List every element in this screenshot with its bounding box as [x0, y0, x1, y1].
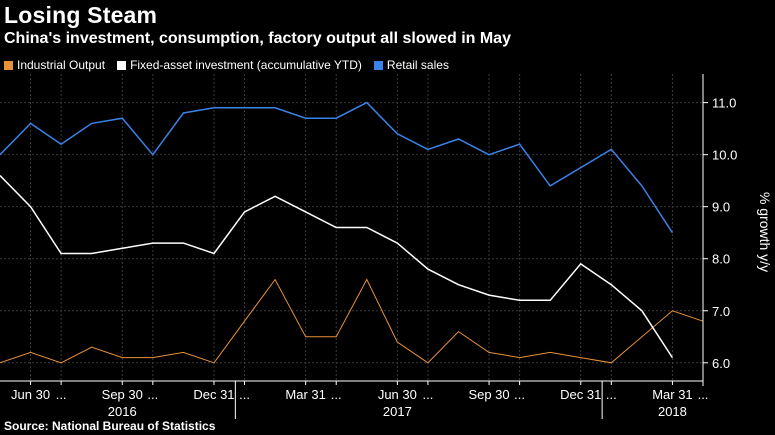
y-tick-label: 9.0 — [712, 200, 730, 215]
series-lines — [0, 101, 704, 364]
y-tick-label: 8.0 — [712, 252, 730, 267]
x-tick-label: ... — [698, 387, 709, 402]
x-tick-label: Jun 30 — [378, 387, 417, 402]
legend-item-industrial-output: Industrial Output — [4, 58, 105, 72]
y-tick-label: 11.0 — [712, 96, 736, 111]
legend-label-fixed-asset-investment: Fixed-asset investment (accumulative YTD… — [130, 58, 362, 72]
legend-item-retail-sales: Retail sales — [373, 58, 449, 72]
legend: Industrial Output Fixed-asset investment… — [4, 58, 449, 72]
x-tick-label: Mar 31 — [285, 387, 325, 402]
gridlines — [0, 74, 704, 381]
x-tick-label: ... — [422, 387, 433, 402]
x-tick-label: Sep 30 — [468, 387, 509, 402]
y-axis-label: % growth y/y — [757, 192, 773, 272]
x-tick-label: ... — [56, 387, 67, 402]
series-line-fixed-asset-investment-accumulative-ytd — [0, 174, 674, 359]
y-tick-label: 7.0 — [712, 304, 730, 319]
y-tick-label: 6.0 — [712, 356, 730, 371]
legend-swatch-retail-sales — [373, 60, 383, 70]
x-tick-label: Jun 30 — [11, 387, 50, 402]
year-label: 2018 — [658, 404, 687, 419]
legend-swatch-fixed-asset-investment — [117, 60, 127, 70]
x-tick-label: ... — [239, 387, 250, 402]
x-tick-label: Dec 31 — [193, 387, 234, 402]
legend-label-industrial-output: Industrial Output — [17, 58, 106, 72]
x-tick-label: Dec 31 — [560, 387, 601, 402]
legend-swatch-industrial-output — [4, 60, 13, 70]
x-tick-label: ... — [514, 387, 525, 402]
x-tick-label: Mar 31 — [652, 387, 692, 402]
chart-subtitle: China's investment, consumption, factory… — [4, 30, 511, 47]
x-tick-label: Sep 30 — [102, 387, 143, 402]
source-note: Source: National Bureau of Statistics — [4, 419, 216, 433]
year-label: 2016 — [108, 404, 137, 419]
axes: 6.0 7.0 8.0 9.0 10.0 11.0 Jun 30... Sep 30... De… — [0, 74, 737, 419]
legend-label-retail-sales: Retail sales — [386, 58, 449, 72]
x-tick-label: ... — [606, 387, 617, 402]
series-line-retail-sales — [0, 101, 674, 234]
legend-item-fixed-asset-investment: Fixed-asset investment (accumulative YTD… — [117, 58, 362, 72]
series-line-industrial-output — [0, 278, 704, 364]
year-label: 2017 — [383, 404, 412, 419]
x-tick-label: ... — [147, 387, 158, 402]
y-tick-label: 10.0 — [712, 148, 737, 163]
x-tick-label: ... — [331, 387, 342, 402]
chart-title: Losing Steam — [4, 2, 158, 28]
